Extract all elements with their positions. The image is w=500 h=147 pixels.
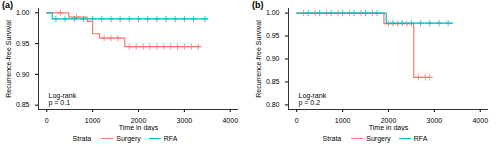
svg-text:0: 0 — [295, 117, 299, 124]
svg-text:2000: 2000 — [380, 117, 397, 125]
svg-text:Recurrence-free Survival: Recurrence-free Survival — [255, 20, 262, 98]
svg-text:1000: 1000 — [335, 117, 351, 124]
svg-text:0.90: 0.90 — [266, 55, 280, 62]
svg-text:4000: 4000 — [472, 117, 488, 124]
svg-text:Time in days: Time in days — [119, 124, 159, 132]
html-text:Surgery: Surgery — [366, 134, 391, 142]
html-text:Strata: Strata — [72, 134, 92, 142]
svg-text:Time in days: Time in days — [369, 124, 409, 132]
svg-text:2000: 2000 — [130, 117, 147, 125]
svg-text:1.00: 1.00 — [266, 9, 280, 16]
html-text:(b): (b) — [252, 0, 264, 10]
svg-text:Log-rankp = 0.2: Log-rankp = 0.2 — [299, 92, 327, 107]
svg-text:0.80: 0.80 — [266, 101, 280, 108]
svg-text:4000: 4000 — [222, 117, 238, 124]
html-text:(a): (a) — [2, 0, 13, 10]
svg-text:3000: 3000 — [427, 117, 443, 124]
html-text:RFA: RFA — [413, 134, 428, 142]
svg-text:Recurrence-free Survival: Recurrence-free Survival — [5, 20, 12, 98]
svg-text:3000: 3000 — [177, 117, 193, 124]
svg-text:Log-rankp = 0.1: Log-rankp = 0.1 — [49, 92, 77, 107]
svg-text:0.95: 0.95 — [16, 40, 30, 47]
svg-text:0: 0 — [45, 117, 49, 124]
svg-text:0.85: 0.85 — [16, 101, 30, 108]
svg-text:0.95: 0.95 — [266, 32, 280, 39]
html-text:Surgery: Surgery — [116, 134, 141, 142]
svg-text:0.90: 0.90 — [16, 71, 30, 78]
svg-text:0.85: 0.85 — [266, 78, 280, 85]
html-text:Strata: Strata — [322, 134, 342, 142]
html-text:RFA: RFA — [163, 134, 178, 142]
svg-text:1000: 1000 — [85, 117, 101, 124]
svg-text:1.00: 1.00 — [16, 9, 30, 16]
